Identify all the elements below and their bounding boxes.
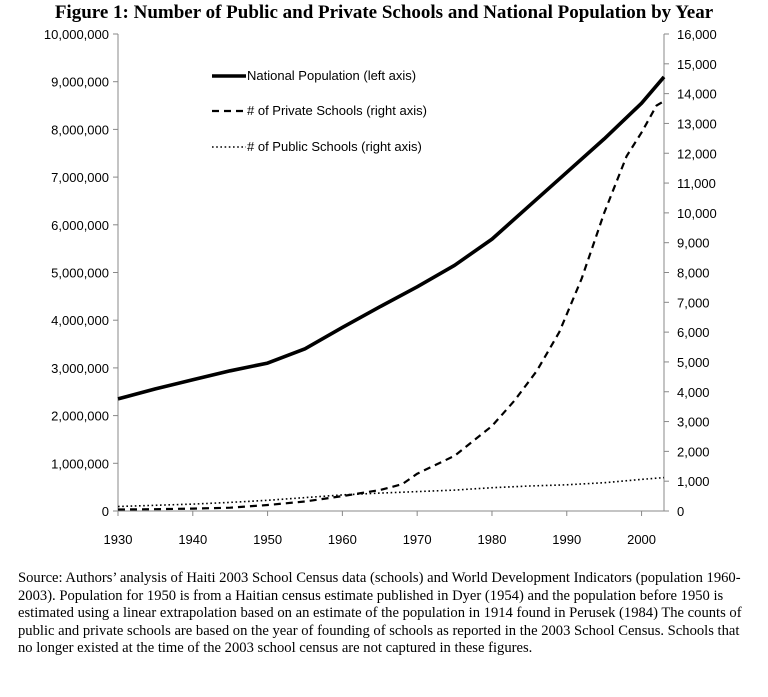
legend-label: # of Private Schools (right axis) xyxy=(247,103,427,118)
series-layer xyxy=(117,75,666,511)
right-axis-tick-label: 3,000 xyxy=(677,415,710,430)
x-axis-tick-label: 1960 xyxy=(328,532,357,547)
chart-axes: 0 1,000,000 2,000,000 3,000,000 4,000,000 5,0… xyxy=(44,27,717,547)
right-axis-tick-label: 9,000 xyxy=(677,236,710,251)
right-axis-tick-label: 2,000 xyxy=(677,444,710,459)
left-axis-tick-label: 4,000,000 xyxy=(51,313,109,328)
left-axis-tick-label: 0 xyxy=(102,504,109,519)
left-axis-tick-label: 3,000,000 xyxy=(51,361,109,376)
series-line-solid xyxy=(117,75,666,401)
right-axis-tick-label: 8,000 xyxy=(677,266,710,281)
line-chart: 0 1,000,000 2,000,000 3,000,000 4,000,000 5,0… xyxy=(44,27,717,547)
figure-title: Figure 1: Number of Public and Private S… xyxy=(54,2,714,23)
right-axis-tick-label: 15,000 xyxy=(677,57,717,72)
right-axis-tick-label: 13,000 xyxy=(677,116,717,131)
x-axis-tick-label: 1940 xyxy=(178,532,207,547)
left-axis-tick-label: 8,000,000 xyxy=(51,122,109,137)
left-axis-tick-label: 2,000,000 xyxy=(51,409,109,424)
legend-label: National Population (left axis) xyxy=(247,68,416,83)
right-axis-tick-label: 12,000 xyxy=(677,146,717,161)
right-axis-tick-label: 14,000 xyxy=(677,87,717,102)
x-axis-tick-label: 2000 xyxy=(627,532,656,547)
x-axis-tick-label: 1950 xyxy=(253,532,282,547)
x-axis-tick-label: 1980 xyxy=(478,532,507,547)
right-axis-tick-label: 16,000 xyxy=(677,27,717,42)
right-axis-tick-label: 6,000 xyxy=(677,325,710,340)
x-axis-tick-label: 1930 xyxy=(104,532,133,547)
chart-legend: National Population (left axis) # of Priv… xyxy=(212,68,427,154)
figure-caption: Source: Authors’ analysis of Haiti 2003 … xyxy=(18,570,742,656)
x-axis-tick-label: 1970 xyxy=(403,532,432,547)
left-axis-tick-label: 7,000,000 xyxy=(51,170,109,185)
series-line-dotted xyxy=(117,476,665,508)
left-axis-tick-label: 9,000,000 xyxy=(51,75,109,90)
left-axis-tick-label: 5,000,000 xyxy=(51,266,109,281)
right-axis-tick-label: 10,000 xyxy=(677,206,717,221)
right-axis-tick-label: 5,000 xyxy=(677,355,710,370)
right-axis-tick-label: 7,000 xyxy=(677,295,710,310)
x-axis-tick-label: 1990 xyxy=(552,532,581,547)
right-axis-tick-label: 11,000 xyxy=(677,176,716,191)
right-axis-tick-label: 4,000 xyxy=(677,385,710,400)
left-axis-tick-label: 10,000,000 xyxy=(44,27,109,42)
left-axis-tick-label: 6,000,000 xyxy=(51,218,109,233)
series-line-dashed xyxy=(117,100,665,511)
right-axis-tick-label: 1,000 xyxy=(677,474,710,489)
right-axis-tick-label: 0 xyxy=(677,504,684,519)
left-axis-tick-label: 1,000,000 xyxy=(51,456,109,471)
legend-label: # of Public Schools (right axis) xyxy=(247,139,422,154)
